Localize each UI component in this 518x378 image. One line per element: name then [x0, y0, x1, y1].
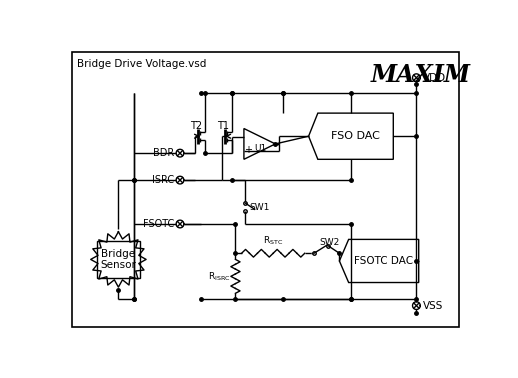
Text: R$_\mathrm{ISRC}$: R$_\mathrm{ISRC}$ — [208, 270, 231, 283]
Text: BDR: BDR — [153, 148, 174, 158]
Bar — [97, 241, 140, 278]
Text: FSOTC DAC: FSOTC DAC — [354, 256, 413, 266]
Text: MAXIM: MAXIM — [370, 63, 470, 87]
Text: ISRC: ISRC — [152, 175, 174, 185]
Text: VDD: VDD — [423, 73, 445, 83]
Text: FSOTC: FSOTC — [142, 219, 174, 229]
Text: +: + — [244, 145, 252, 155]
Text: T1: T1 — [217, 121, 229, 131]
Text: R$_\mathrm{STC}$: R$_\mathrm{STC}$ — [263, 235, 283, 247]
Text: SW2: SW2 — [319, 238, 339, 247]
Text: Bridge Drive Voltage.vsd: Bridge Drive Voltage.vsd — [77, 59, 206, 69]
Text: T2: T2 — [190, 121, 202, 131]
Text: SW1: SW1 — [249, 203, 270, 212]
Text: VSS: VSS — [423, 301, 443, 311]
Text: Bridge
Sensor: Bridge Sensor — [100, 249, 136, 270]
Text: FSO DAC: FSO DAC — [331, 131, 380, 141]
Text: U1: U1 — [255, 144, 267, 153]
